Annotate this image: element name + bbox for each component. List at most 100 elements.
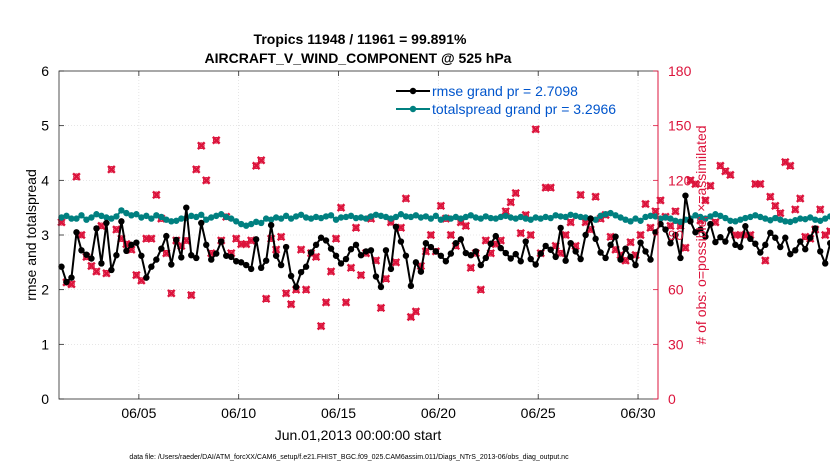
obs-possible-marker — [277, 233, 285, 241]
rmse-point — [617, 256, 624, 263]
rmse-point — [677, 254, 684, 262]
x-tick-label: 06/05 — [121, 405, 156, 421]
obs-possible-marker — [412, 308, 420, 315]
obs-possible-marker — [327, 268, 335, 275]
totalspread-point — [372, 211, 380, 218]
obs-possible-marker — [197, 142, 205, 150]
totalspread-point — [392, 213, 400, 221]
rmse-point — [562, 257, 569, 264]
rmse-point — [128, 241, 135, 249]
rmse-point — [367, 247, 375, 254]
rmse-point — [153, 256, 160, 263]
rmse-point — [257, 264, 265, 271]
obs-possible-marker — [592, 193, 599, 201]
x-axis-label: Jun.01,2013 00:00:00 start — [275, 427, 442, 443]
totalspread-point — [732, 218, 739, 225]
totalspread-point — [407, 213, 415, 221]
obs-possible-marker — [751, 180, 759, 188]
totalspread-point — [257, 219, 265, 227]
totalspread-point — [712, 211, 719, 218]
rmse-point — [327, 245, 335, 252]
obs-possible-marker — [242, 240, 250, 248]
totalspread-point — [552, 212, 559, 219]
rmse-point — [682, 192, 689, 199]
rmse-point — [362, 248, 370, 255]
obs-possible-marker — [557, 249, 565, 257]
rmse-point — [357, 252, 365, 259]
rmse-point — [567, 240, 574, 247]
rmse-point — [267, 221, 275, 229]
totalspread-point — [203, 216, 210, 223]
obs-possible-marker — [527, 231, 535, 239]
obs-possible-marker — [642, 200, 649, 208]
obs-possible-marker — [262, 295, 270, 303]
rmse-point — [173, 236, 180, 244]
rmse-point — [507, 255, 514, 262]
totalspread-point — [178, 215, 185, 222]
x-tick-label: 06/30 — [621, 405, 656, 421]
totalspread-point — [223, 213, 230, 221]
y-axis-right-label: # of obs: o=possible; ×=assimilated — [693, 125, 709, 344]
totalspread-point — [827, 213, 830, 220]
totalspread-point — [158, 213, 165, 221]
obs-possible-marker — [347, 264, 355, 272]
rmse-point — [158, 245, 165, 252]
rmse-point — [193, 254, 200, 262]
rmse-point — [437, 252, 445, 259]
totalspread-point — [118, 207, 125, 214]
totalspread-point — [727, 217, 734, 224]
rmse-point — [667, 240, 674, 247]
totalspread-point — [78, 212, 85, 219]
obs-possible-marker — [672, 207, 679, 215]
rmse-point — [642, 248, 649, 255]
y-right-tick-label: 150 — [668, 118, 692, 134]
obs-possible-marker — [73, 173, 80, 181]
totalspread-point — [452, 213, 460, 221]
rmse-point — [272, 252, 280, 259]
totalspread-point — [582, 214, 589, 221]
totalspread-point — [777, 216, 784, 223]
totalspread-point — [58, 214, 65, 221]
rmse-point — [542, 242, 549, 250]
rmse-point — [637, 239, 644, 246]
rmse-point — [372, 273, 380, 280]
y-left-tick-label: 0 — [41, 391, 49, 407]
obs-possible-marker — [312, 253, 320, 261]
totalspread-point — [233, 218, 240, 225]
totalspread-point — [597, 212, 604, 220]
rmse-point — [672, 231, 679, 239]
obs-possible-marker — [791, 206, 799, 213]
obs-possible-marker — [467, 264, 475, 272]
totalspread-point — [382, 213, 390, 221]
rmse-point — [427, 243, 435, 251]
obs-possible-marker — [756, 180, 764, 188]
totalspread-point — [627, 218, 634, 225]
obs-possible-marker — [88, 262, 95, 270]
obs-possible-marker — [143, 235, 150, 242]
totalspread-point — [797, 215, 804, 222]
rmse-point — [123, 247, 130, 255]
y-right-tick-label: 180 — [668, 63, 692, 79]
rmse-point — [622, 245, 629, 252]
totalspread-point — [517, 213, 524, 221]
rmse-point — [757, 249, 764, 256]
totalspread-point — [482, 213, 489, 220]
rmse-point — [742, 223, 749, 230]
totalspread-point — [477, 215, 484, 222]
rmse-point — [247, 265, 255, 273]
rmse-point — [647, 256, 654, 263]
rmse-point — [577, 255, 584, 263]
rmse-point — [702, 233, 709, 240]
rmse-point — [178, 254, 185, 261]
legend-spread-marker — [409, 105, 417, 113]
rmse-point — [492, 232, 499, 240]
totalspread-point — [467, 212, 475, 219]
obs-possible-marker — [78, 231, 85, 239]
obs-possible-marker — [232, 235, 240, 242]
obs-possible-marker — [462, 222, 470, 230]
obs-possible-marker — [252, 162, 260, 170]
totalspread-point — [307, 215, 315, 222]
obs-possible-marker — [302, 286, 310, 294]
totalspread-point — [93, 211, 100, 218]
totalspread-point — [767, 217, 774, 224]
